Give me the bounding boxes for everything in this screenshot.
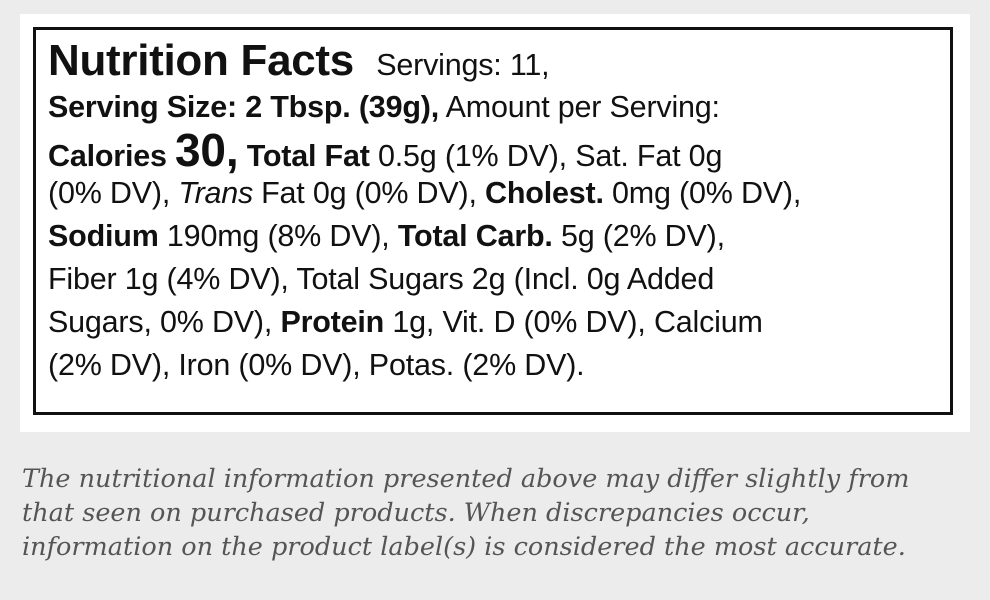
calories-label: Calories	[48, 139, 167, 173]
disclaimer-line: The nutritional information presented ab…	[22, 464, 910, 494]
protein-value: 1g, Vit. D (0% DV), Calcium	[392, 305, 763, 339]
sodium-value: 190mg (8% DV),	[166, 219, 390, 253]
fiber-sugars-line: Fiber 1g (4% DV), Total Sugars 2g (Incl.…	[48, 258, 948, 301]
protein-line: Sugars, 0% DV), Protein 1g, Vit. D (0% D…	[48, 301, 948, 344]
total-carb-label: Total Carb.	[397, 219, 553, 253]
sodium-label: Sodium	[48, 219, 159, 253]
calories-line: Calories 30, Total Fat 0.5g (1% DV), Sat…	[48, 127, 948, 173]
calories-value: 30,	[175, 124, 239, 176]
nutrition-label-panel: Nutrition Facts Servings: 11, Serving Si…	[20, 14, 970, 432]
nutrition-facts-text: Nutrition Facts Servings: 11, Serving Si…	[48, 36, 948, 387]
fiber-sugars-text: Fiber 1g (4% DV), Total Sugars 2g (Incl.…	[48, 262, 715, 296]
disclaimer-line: that seen on purchased products. When di…	[22, 498, 810, 528]
total-carb-value: 5g (2% DV),	[560, 219, 725, 253]
minerals-line: (2% DV), Iron (0% DV), Potas. (2% DV).	[48, 344, 948, 387]
total-fat-label: Total Fat	[246, 139, 370, 173]
disclaimer-line: information on the product label(s) is c…	[22, 532, 906, 562]
nutrition-facts-title: Nutrition Facts	[48, 36, 354, 85]
serving-size-line: Serving Size: 2 Tbsp. (39g), Amount per …	[48, 86, 948, 129]
sat-fat-dv-text: (0% DV),	[48, 176, 171, 210]
total-fat-value: 0.5g (1% DV), Sat. Fat 0g	[377, 139, 723, 173]
protein-label: Protein	[280, 305, 385, 339]
added-sugars-text: Sugars, 0% DV),	[48, 305, 273, 339]
serving-size-text: Serving Size: 2 Tbsp. (39g),	[48, 90, 439, 124]
servings-text: Servings: 11,	[376, 48, 550, 82]
title-line: Nutrition Facts Servings: 11,	[48, 36, 948, 86]
trans-fat-value: Fat 0g (0% DV),	[261, 176, 477, 210]
trans-label: Trans	[178, 176, 254, 210]
minerals-text: (2% DV), Iron (0% DV), Potas. (2% DV).	[48, 348, 585, 382]
amount-per-serving-text: Amount per Serving:	[445, 90, 720, 124]
nutrition-facts-box: Nutrition Facts Servings: 11, Serving Si…	[33, 27, 953, 415]
cholest-value: 0mg (0% DV),	[612, 176, 802, 210]
cholest-label: Cholest.	[485, 176, 604, 210]
disclaimer-text: The nutritional information presented ab…	[22, 462, 972, 564]
trans-fat-line: (0% DV), Trans Fat 0g (0% DV), Cholest. 0…	[48, 172, 948, 215]
sodium-line: Sodium 190mg (8% DV), Total Carb. 5g (2%…	[48, 215, 948, 258]
